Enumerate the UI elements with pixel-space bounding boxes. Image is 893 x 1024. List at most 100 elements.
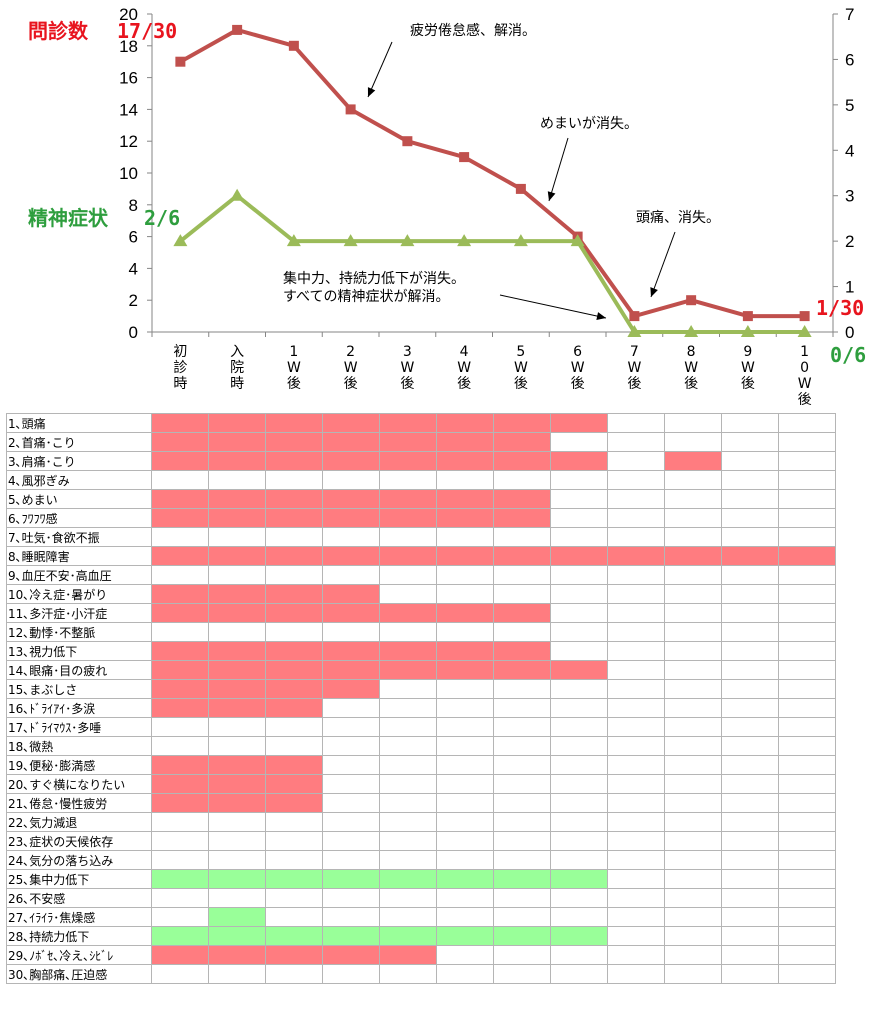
- symptom-cell: [322, 736, 380, 756]
- symptom-cell: [265, 850, 323, 870]
- symptom-cell: [436, 793, 494, 813]
- symptom-cell: [607, 945, 665, 965]
- annotation-arrow: [499, 294, 607, 319]
- symptom-cell: [493, 622, 551, 642]
- symptom-cell: [379, 679, 437, 699]
- symptom-cell: [379, 831, 437, 851]
- symptom-cell: [721, 489, 779, 509]
- symptom-cell: [322, 451, 380, 471]
- symptom-cell: [265, 622, 323, 642]
- left-tick-label: 12: [119, 132, 138, 151]
- symptom-cell: [379, 432, 437, 452]
- symptom-cell: [493, 489, 551, 509]
- symptom-row: 24､気分の落ち込み: [6, 850, 836, 870]
- symptom-row: 14､眼痛･目の疲れ: [6, 660, 836, 680]
- symptom-cell: [778, 679, 836, 699]
- symptom-cell: [607, 869, 665, 889]
- symptom-cell: [493, 907, 551, 927]
- left-tick-label: 6: [129, 228, 138, 247]
- series-point-1: [740, 325, 755, 337]
- series-point-0: [686, 295, 697, 306]
- symptom-cell: [322, 964, 380, 984]
- symptom-cell: [493, 831, 551, 851]
- symptom-cell: [664, 641, 722, 661]
- symptom-cell: [550, 603, 608, 623]
- symptom-row: 17､ﾄﾞﾗｲﾏｳｽ･多唾: [6, 717, 836, 737]
- symptom-cell: [436, 489, 494, 509]
- symptom-cell: [436, 869, 494, 889]
- symptom-cell: [322, 907, 380, 927]
- symptom-cell: [265, 489, 323, 509]
- symptom-cell: [721, 717, 779, 737]
- symptom-cell: [607, 470, 665, 490]
- seishin-label: 精神症状: [28, 206, 109, 230]
- symptom-cell: [664, 850, 722, 870]
- symptom-cell: [493, 964, 551, 984]
- symptom-cell: [664, 812, 722, 832]
- symptom-cell: [550, 470, 608, 490]
- symptom-cell: [664, 489, 722, 509]
- symptom-cell: [379, 641, 437, 661]
- symptom-cell: [493, 793, 551, 813]
- symptom-cell: [436, 812, 494, 832]
- annotation-arrow: [650, 231, 676, 298]
- symptom-label: 10､冷え症･暑がり: [6, 584, 152, 604]
- symptom-cell: [208, 546, 266, 566]
- symptom-cell: [607, 964, 665, 984]
- symptom-cell: [493, 603, 551, 623]
- symptom-cell: [664, 964, 722, 984]
- symptom-cell: [721, 603, 779, 623]
- symptom-cell: [550, 546, 608, 566]
- annotation-arrow: [548, 137, 569, 202]
- symptom-row: 2､首痛･こり: [6, 432, 836, 452]
- symptom-cell: [493, 945, 551, 965]
- symptom-row: 19､便秘･膨満感: [6, 755, 836, 775]
- symptom-cell: [436, 679, 494, 699]
- symptom-cell: [151, 907, 209, 927]
- symptom-cell: [778, 641, 836, 661]
- symptom-cell: [265, 717, 323, 737]
- left-tick-label: 8: [129, 196, 138, 215]
- series-point-1: [173, 234, 188, 247]
- right-tick-label: 4: [845, 141, 854, 160]
- annotation-arrowhead: [650, 287, 658, 297]
- symptom-cell: [265, 584, 323, 604]
- symptom-cell: [607, 546, 665, 566]
- symptom-label: 20､すぐ横になりたい: [6, 774, 152, 794]
- symptom-cell: [550, 850, 608, 870]
- symptom-cell: [664, 888, 722, 908]
- symptom-cell: [151, 869, 209, 889]
- symptom-cell: [208, 888, 266, 908]
- symptom-cell: [550, 698, 608, 718]
- symptom-cell: [778, 603, 836, 623]
- symptom-cell: [322, 660, 380, 680]
- symptom-cell: [721, 527, 779, 547]
- symptom-cell: [379, 413, 437, 433]
- symptom-cell: [379, 926, 437, 946]
- symptom-cell: [208, 432, 266, 452]
- symptom-cell: [493, 660, 551, 680]
- symptom-cell: [550, 755, 608, 775]
- symptom-cell: [721, 907, 779, 927]
- symptom-cell: [664, 869, 722, 889]
- symptom-cell: [493, 869, 551, 889]
- annotation-arrowhead: [547, 191, 556, 201]
- symptom-cell: [493, 698, 551, 718]
- series-layer: [173, 24, 812, 337]
- symptom-cell: [664, 717, 722, 737]
- symptom-cell: [208, 926, 266, 946]
- symptom-cell: [208, 603, 266, 623]
- symptom-cell: [664, 451, 722, 471]
- symptom-cell: [778, 565, 836, 585]
- symptom-cell: [607, 698, 665, 718]
- right-tick-label: 6: [845, 50, 854, 69]
- symptom-cell: [664, 584, 722, 604]
- symptom-cell: [151, 660, 209, 680]
- symptom-cell: [322, 679, 380, 699]
- symptom-cell: [208, 774, 266, 794]
- symptom-cell: [151, 831, 209, 851]
- symptom-cell: [607, 736, 665, 756]
- symptom-cell: [493, 717, 551, 737]
